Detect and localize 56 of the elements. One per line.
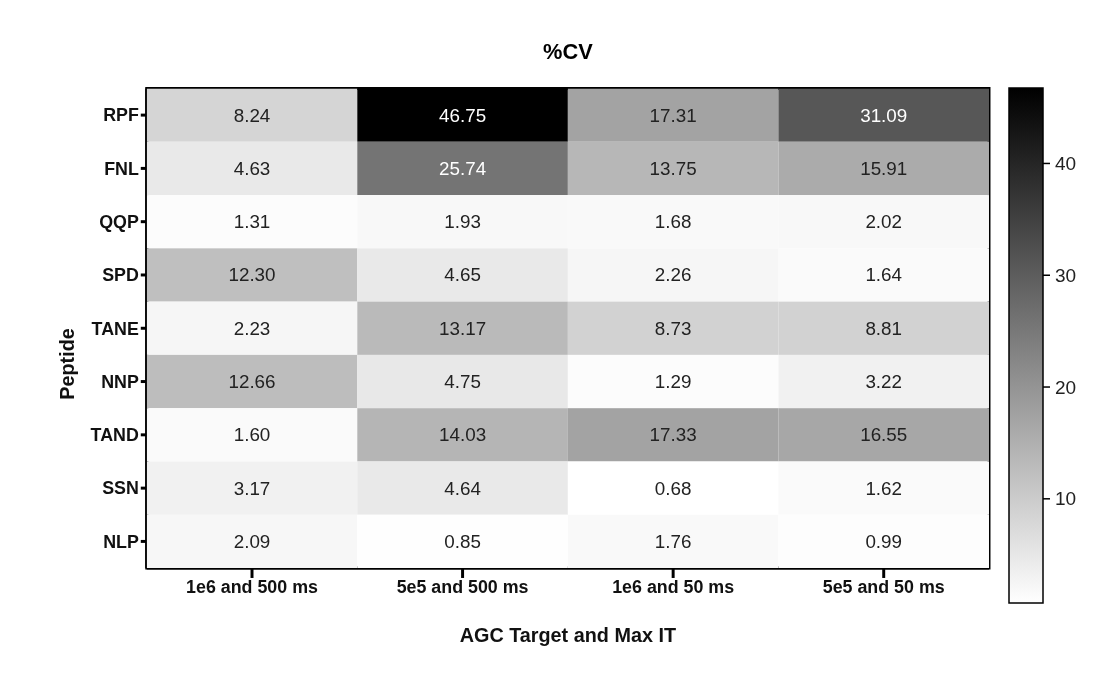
data-label: 46.75 — [439, 104, 487, 126]
data-label: 25.74 — [439, 157, 487, 179]
data-label: 12.30 — [228, 264, 276, 286]
x-tick-label: 5e5 and 50 ms — [822, 576, 945, 597]
data-label: 8.73 — [654, 317, 692, 339]
data-label: 1.64 — [865, 264, 903, 286]
color-bar-label: 10 — [1054, 488, 1077, 510]
data-label: 2.09 — [233, 530, 271, 552]
chart-title: %CV — [543, 38, 594, 64]
data-label: 8.81 — [865, 317, 903, 339]
data-label: 8.24 — [233, 104, 271, 126]
data-label: 3.17 — [233, 477, 271, 499]
data-label: 13.75 — [649, 157, 697, 179]
x-tick-label: 5e5 and 500 ms — [396, 576, 529, 597]
y-axis-title: Peptide — [56, 328, 79, 400]
y-tick-label: NLP — [103, 531, 139, 552]
x-axis-title: AGC Target and Max IT — [459, 623, 677, 646]
data-label: 1.68 — [654, 211, 692, 233]
data-label: 31.09 — [860, 104, 908, 126]
y-tick-label: SSN — [102, 478, 139, 499]
data-label: 14.03 — [439, 424, 487, 446]
data-label: 1.29 — [654, 371, 692, 393]
data-label: 3.22 — [865, 371, 903, 393]
data-label: 1.62 — [865, 477, 903, 499]
data-label: 0.85 — [444, 530, 481, 552]
y-tick-label: TANE — [91, 318, 139, 339]
data-label: 17.33 — [649, 424, 697, 446]
color-bar-label: 20 — [1054, 376, 1077, 398]
x-tick-label: 1e6 and 50 ms — [612, 576, 735, 597]
data-label: 0.68 — [654, 477, 692, 499]
y-tick-label: SPD — [102, 265, 139, 286]
x-tick-label: 1e6 and 500 ms — [186, 576, 318, 597]
y-tick-label: TAND — [90, 425, 139, 446]
data-label: 15.91 — [860, 157, 908, 179]
data-label: 2.23 — [233, 317, 271, 339]
y-tick-label: QQP — [99, 212, 139, 233]
data-label: 4.64 — [444, 477, 481, 499]
data-label: 1.76 — [654, 530, 692, 552]
data-label: 4.65 — [444, 264, 481, 286]
y-tick-label: FNL — [104, 158, 139, 179]
y-tick-label: RPF — [103, 105, 139, 126]
data-label: 13.17 — [439, 317, 487, 339]
data-label: 1.93 — [444, 211, 481, 233]
data-label: 1.60 — [233, 424, 271, 446]
data-label: 0.99 — [865, 530, 903, 552]
data-label: 12.66 — [228, 371, 276, 393]
data-label: 1.31 — [233, 211, 271, 233]
data-label: 17.31 — [649, 104, 697, 126]
data-label: 2.26 — [654, 264, 692, 286]
color-bar-label: 30 — [1054, 264, 1077, 286]
data-label: 4.63 — [233, 157, 271, 179]
data-label: 4.75 — [444, 371, 481, 393]
data-label: 2.02 — [865, 211, 903, 233]
y-tick-label: NNP — [101, 371, 139, 392]
color-bar-label: 40 — [1054, 152, 1077, 174]
data-label: 16.55 — [860, 424, 908, 446]
